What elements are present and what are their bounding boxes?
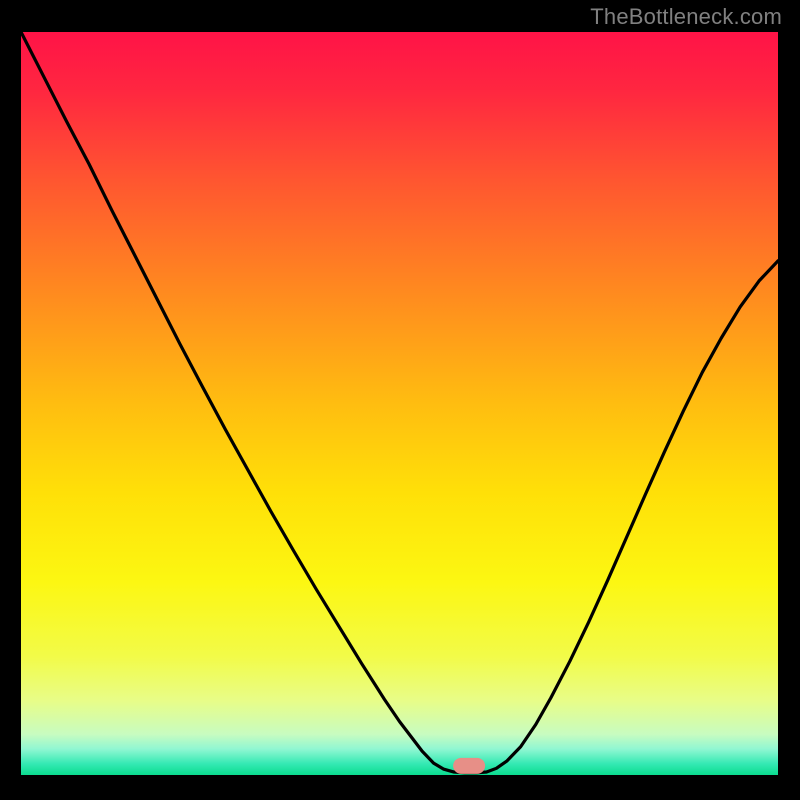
watermark-text: TheBottleneck.com [590,4,782,30]
curve-path [21,32,778,773]
optimal-point-marker [453,758,485,774]
chart-frame: TheBottleneck.com [0,0,800,800]
bottleneck-curve [21,32,778,775]
plot-area [21,32,778,775]
